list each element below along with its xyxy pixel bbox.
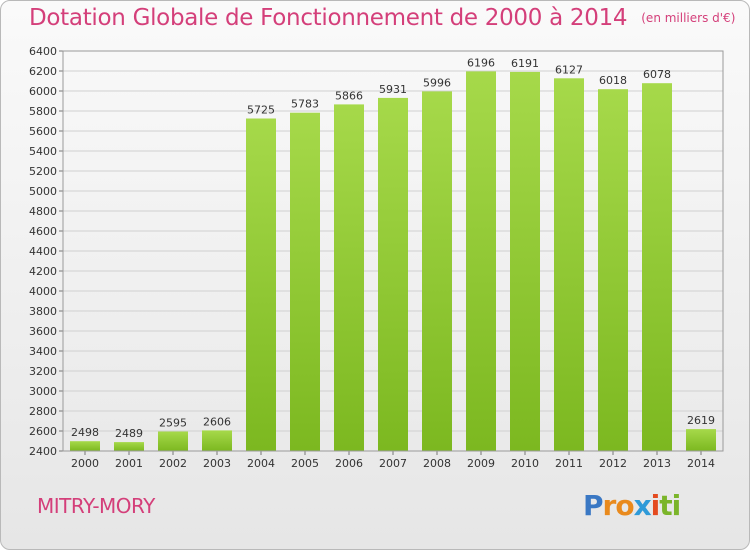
value-label-2005: 5783	[291, 98, 319, 111]
value-label-2010: 6191	[511, 57, 539, 70]
y-tick-label: 2600	[29, 425, 57, 438]
value-label-2009: 6196	[467, 56, 495, 69]
logo-letter: r	[602, 489, 617, 522]
bar-2014	[686, 429, 716, 451]
value-label-2006: 5866	[335, 89, 363, 102]
logo-letter: i	[650, 489, 661, 522]
y-tick-label: 6000	[29, 85, 57, 98]
y-tick-label: 5000	[29, 185, 57, 198]
y-tick-label: 3800	[29, 305, 57, 318]
value-label-2011: 6127	[555, 63, 583, 76]
logo-letter: o	[615, 489, 634, 522]
x-axis-ticks: 2000 2001 2002 2003 2004 2005 2006 2007 2008 2009…	[71, 451, 715, 470]
y-tick-label: 5400	[29, 145, 57, 158]
x-tick-label-2008: 2008	[423, 457, 451, 470]
value-label-2000: 2498	[71, 426, 99, 439]
x-tick-label-2014: 2014	[687, 457, 715, 470]
x-tick-label-2001: 2001	[115, 457, 143, 470]
x-tick-label-2013: 2013	[643, 457, 671, 470]
y-tick-label: 5600	[29, 125, 57, 138]
x-tick-label-2006: 2006	[335, 457, 363, 470]
logo-letter: x	[633, 489, 652, 522]
y-tick-label: 3200	[29, 365, 57, 378]
value-label-2003: 2606	[203, 415, 231, 428]
x-tick-label-2003: 2003	[203, 457, 231, 470]
bar-2009	[466, 71, 496, 452]
bar-2012	[598, 89, 628, 451]
y-tick-label: 2400	[29, 445, 57, 458]
bar-2013	[642, 83, 672, 451]
y-tick-label: 4000	[29, 285, 57, 298]
x-tick-label-2009: 2009	[467, 457, 495, 470]
bar-2003	[202, 430, 232, 451]
commune-name: MITRY-MORY	[37, 494, 155, 518]
y-tick-label: 6400	[29, 45, 57, 58]
x-tick-label-2007: 2007	[379, 457, 407, 470]
y-tick-label: 4400	[29, 245, 57, 258]
y-tick-label: 4800	[29, 205, 57, 218]
bar-2010	[510, 71, 540, 452]
bar-2001	[114, 442, 144, 451]
logo-letter: P	[583, 489, 604, 522]
x-tick-label-2002: 2002	[159, 457, 187, 470]
y-tick-label: 2800	[29, 405, 57, 418]
bar-2008	[422, 91, 452, 452]
value-label-2002: 2595	[159, 417, 187, 430]
x-tick-label-2005: 2005	[291, 457, 319, 470]
value-label-2007: 5931	[379, 83, 407, 96]
value-label-2013: 6078	[643, 68, 671, 81]
x-tick-label-2012: 2012	[599, 457, 627, 470]
y-tick-label: 4200	[29, 265, 57, 278]
bar-2004	[246, 118, 276, 451]
y-tick-label: 5200	[29, 165, 57, 178]
bar-2000	[70, 441, 100, 451]
value-label-2001: 2489	[115, 427, 143, 440]
x-tick-label-2000: 2000	[71, 457, 99, 470]
y-tick-label: 3000	[29, 385, 57, 398]
y-tick-label: 4600	[29, 225, 57, 238]
x-tick-label-2010: 2010	[511, 457, 539, 470]
bars	[70, 71, 716, 452]
x-tick-label-2004: 2004	[247, 457, 275, 470]
y-tick-label: 6200	[29, 65, 57, 78]
value-labels: 2498 2489 2595 2606 5725 5783 5866 5931 5996 6196…	[71, 56, 715, 440]
bar-2006	[334, 104, 364, 452]
bar-2002	[158, 431, 188, 451]
chart-title: Dotation Globale de Fonctionnement de 20…	[29, 5, 735, 31]
y-tick-label: 3400	[29, 345, 57, 358]
chart-unit-note: (en milliers d'€)	[641, 11, 736, 25]
bar-2005	[290, 112, 320, 451]
proxiti-logo: Proxiti	[583, 489, 682, 522]
x-tick-label-2011: 2011	[555, 457, 583, 470]
logo-letter: i	[671, 489, 682, 522]
value-label-2008: 5996	[423, 76, 451, 89]
y-tick-label: 5800	[29, 105, 57, 118]
plot-area-border	[62, 50, 724, 452]
y-tick-label: 3600	[29, 325, 57, 338]
bar-2011	[554, 78, 584, 452]
value-label-2012: 6018	[599, 74, 627, 87]
chart-title-text: Dotation Globale de Fonctionnement de 20…	[29, 5, 628, 31]
value-label-2014: 2619	[687, 414, 715, 427]
value-label-2004: 5725	[247, 104, 275, 117]
bar-2007	[378, 97, 408, 452]
y-axis-ticks: 2400 2600 2800 3000 3200 3400 3600 3800 4000 4200…	[29, 45, 63, 458]
logo-letter: t	[659, 489, 672, 522]
